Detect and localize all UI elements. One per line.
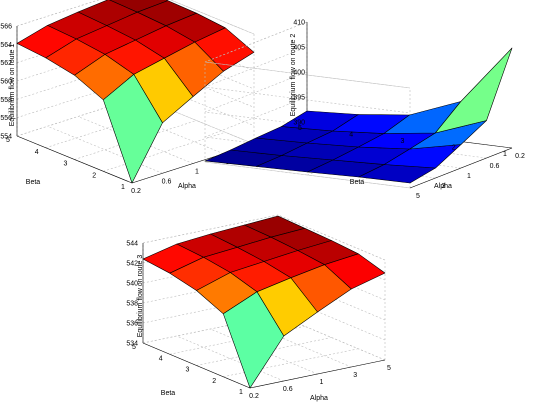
z-tick-label: 538 bbox=[126, 301, 138, 308]
z-tick-label: 564 bbox=[0, 42, 12, 49]
z-tick-label: 566 bbox=[0, 24, 12, 31]
z-tick-label: 400 bbox=[293, 70, 305, 77]
surface-mesh bbox=[16, 0, 255, 184]
z-tick-label: 390 bbox=[293, 120, 305, 127]
z-tick-label: 554 bbox=[0, 134, 12, 141]
x-tick-label: 1 bbox=[195, 169, 199, 176]
y-tick-label: 2 bbox=[212, 378, 216, 385]
x-tick-label: 5 bbox=[387, 365, 391, 372]
z-tick-label: 410 bbox=[293, 20, 305, 27]
x-tick-label: 1 bbox=[320, 379, 324, 386]
z-tick-label: 560 bbox=[0, 79, 12, 86]
y-tick-label: 5 bbox=[298, 125, 302, 132]
z-tick-label: 540 bbox=[126, 281, 138, 288]
y-tick-label: 3 bbox=[186, 367, 190, 374]
y-tick-label: 4 bbox=[35, 149, 39, 156]
z-tick-label: 558 bbox=[0, 97, 12, 104]
y-tick-label: 2 bbox=[92, 172, 96, 179]
z-tick-label: 544 bbox=[126, 241, 138, 248]
x-tick-label: 1 bbox=[467, 173, 471, 180]
z-tick-label: 534 bbox=[126, 341, 138, 348]
x-axis-label: Alpha bbox=[434, 183, 452, 190]
surface-plot-route-1: 0.20.613512345554556558560562564566Alpha… bbox=[0, 0, 260, 195]
surface-mesh bbox=[142, 215, 386, 389]
y-tick-label: 3 bbox=[64, 161, 68, 168]
x-tick-label: 3 bbox=[353, 372, 357, 379]
x-tick-label: 5 bbox=[416, 193, 420, 200]
x-axis-label: Alpha bbox=[178, 183, 196, 190]
z-axis-label: Equilibrium flow on route 1 bbox=[9, 44, 16, 127]
y-tick-label: 1 bbox=[239, 389, 243, 396]
z-axis-label: Equilibrium flow on route 2 bbox=[290, 34, 297, 117]
y-tick-label: 1 bbox=[121, 184, 125, 191]
y-axis-label: Beta bbox=[26, 179, 41, 186]
y-tick-label: 2 bbox=[452, 145, 456, 152]
y-tick-label: 5 bbox=[6, 137, 10, 144]
y-tick-label: 5 bbox=[132, 344, 136, 351]
x-tick-label: 0.6 bbox=[490, 163, 500, 170]
y-tick-label: 4 bbox=[349, 132, 353, 139]
surface-patch-0-0 bbox=[103, 74, 163, 184]
x-tick-label: 3 bbox=[442, 183, 446, 190]
y-tick-label: 1 bbox=[503, 151, 507, 158]
tick-labels: 0.20.613512345554556558560562564566 bbox=[0, 24, 260, 196]
x-axis-label: Alpha bbox=[310, 395, 328, 402]
z-tick-label: 536 bbox=[126, 321, 138, 328]
surface-plot-route-2: 0.20.613512345390395400405410AlphaBetaEq… bbox=[204, 20, 525, 201]
z-tick-label: 556 bbox=[0, 115, 12, 122]
y-tick-label: 4 bbox=[159, 355, 163, 362]
y-tick-label: 3 bbox=[401, 138, 405, 145]
surface-mesh bbox=[204, 47, 513, 184]
surface-patch-0-0 bbox=[434, 47, 513, 134]
z-tick-label: 562 bbox=[0, 60, 12, 67]
z-tick-label: 542 bbox=[126, 261, 138, 268]
z-tick-label: 395 bbox=[293, 95, 305, 102]
y-axis-label: Beta bbox=[350, 179, 365, 186]
x-tick-label: 0.2 bbox=[515, 153, 525, 160]
surface-plot-route-3: 0.20.613512345534536538540542544AlphaBet… bbox=[126, 214, 391, 402]
surface-patch-0-0 bbox=[223, 291, 285, 389]
z-tick-label: 405 bbox=[293, 45, 305, 52]
x-tick-label: 0.6 bbox=[283, 386, 293, 393]
x-tick-label: 0.2 bbox=[131, 188, 141, 195]
y-axis-label: Beta bbox=[161, 390, 176, 397]
x-tick-label: 0.2 bbox=[249, 393, 259, 400]
x-tick-label: 0.6 bbox=[162, 178, 172, 185]
z-axis-label: Equilibrium flow on route 3 bbox=[137, 255, 144, 338]
